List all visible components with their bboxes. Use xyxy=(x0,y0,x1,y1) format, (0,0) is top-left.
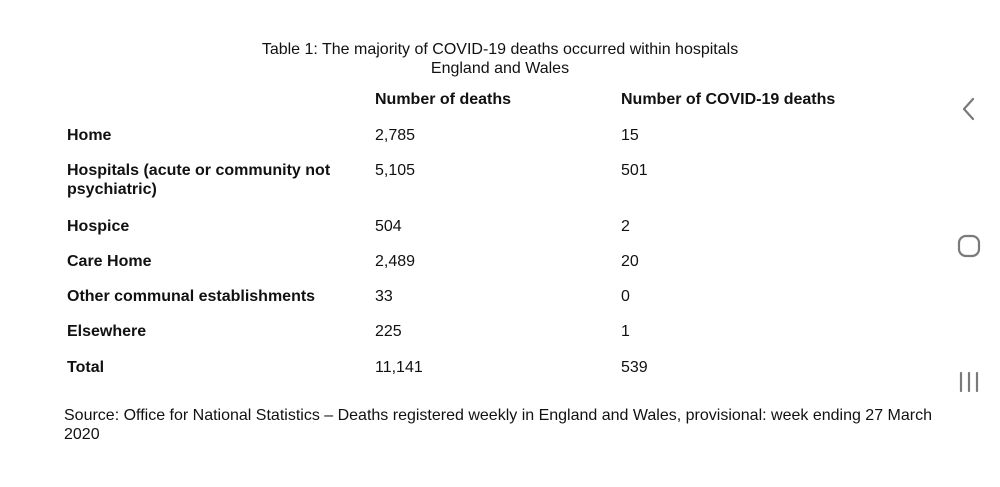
covid-deaths-value: 539 xyxy=(621,359,648,376)
row-label: Care Home xyxy=(67,253,152,270)
covid-deaths-value: 0 xyxy=(621,288,630,305)
covid-deaths-value: 15 xyxy=(621,127,639,144)
deaths-value: 33 xyxy=(375,288,393,305)
row-label: Hospitals (acute or community not psychi… xyxy=(67,162,331,198)
row-label: Elsewhere xyxy=(67,323,147,340)
row-label: Total xyxy=(67,359,105,376)
back-icon[interactable] xyxy=(950,90,988,128)
row-label: Home xyxy=(67,127,112,144)
table-heading: Table 1: The majority of COVID-19 deaths… xyxy=(0,40,1000,78)
deaths-value: 5,105 xyxy=(375,162,416,179)
source-note: Source: Office for National Statistics –… xyxy=(64,407,932,443)
deaths-value: 504 xyxy=(375,218,402,235)
deaths-value: 2,785 xyxy=(375,127,416,144)
deaths-value: 2,489 xyxy=(375,253,416,270)
home-icon[interactable] xyxy=(950,227,988,265)
table-image: Table 1: The majority of COVID-19 deaths… xyxy=(64,41,932,443)
covid-deaths-value: 501 xyxy=(621,162,648,179)
covid-deaths-value: 2 xyxy=(621,218,630,235)
covid-deaths-value: 20 xyxy=(621,253,639,270)
row-label: Hospice xyxy=(67,218,130,235)
row-label: Other communal establishments xyxy=(67,288,316,305)
column-header-deaths: Number of deaths xyxy=(375,91,512,108)
recent-apps-icon[interactable] xyxy=(950,363,988,401)
deaths-value: 225 xyxy=(375,323,402,340)
covid-deaths-value: 1 xyxy=(621,323,630,340)
navigation-bar xyxy=(936,0,1000,487)
column-header-covid-deaths: Number of COVID-19 deaths xyxy=(621,91,836,108)
table-title: Table 1: The majority of COVID-19 deaths… xyxy=(261,41,739,58)
deaths-value: 11,141 xyxy=(375,359,423,376)
table-subtitle: England and Wales xyxy=(430,60,570,77)
